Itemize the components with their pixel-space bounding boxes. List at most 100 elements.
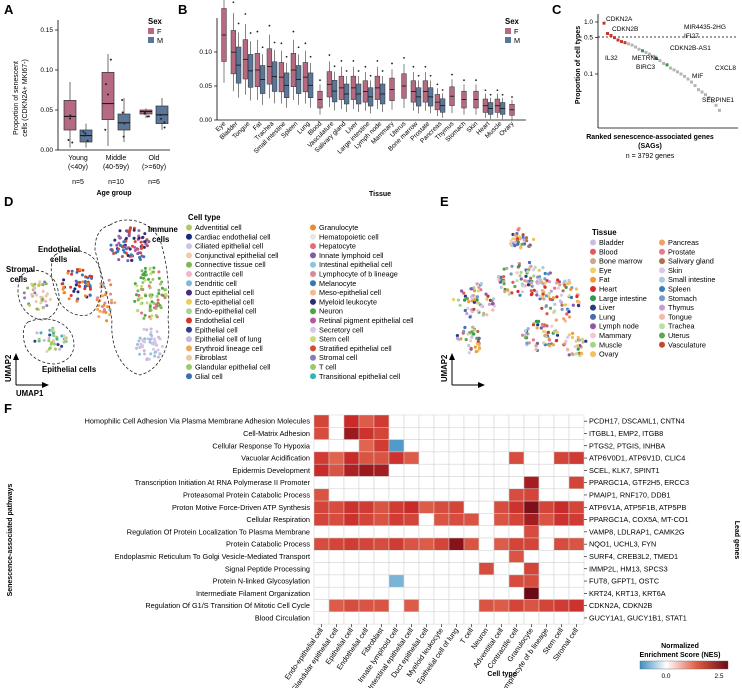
heatmap-cell [418, 427, 435, 440]
heatmap-cell [313, 574, 330, 588]
heatmap-cell [448, 488, 465, 502]
panel-e-legend-item: Mammary [599, 331, 632, 340]
heatmap-cell [568, 451, 585, 465]
panel-b-outlier [441, 89, 444, 91]
panel-letter-b: B [178, 2, 187, 17]
panel-d-cell-point [132, 236, 136, 240]
stromal-label: Stromal [6, 265, 35, 274]
panel-e-cell-point [578, 344, 582, 348]
panel-e-legend-item: Spleen [668, 285, 691, 294]
heatmap-cell [343, 599, 360, 613]
panel-e-cell-point [497, 278, 501, 282]
heatmap-cell [538, 525, 555, 539]
panel-d-cell-point [135, 284, 139, 288]
heatmap-cell [313, 451, 330, 465]
panel-e-cell-point [532, 237, 536, 241]
panel-d-cell-point [75, 281, 79, 284]
panel-e-cell-point [547, 295, 551, 299]
panel-c-gene-point [602, 21, 606, 25]
heatmap-cell [553, 525, 570, 539]
heatmap-cell [508, 427, 525, 440]
panel-b-legend-f-swatch [505, 28, 511, 34]
panel-a-group-n: n=6 [148, 179, 160, 186]
panel-e-cell-point [527, 260, 532, 265]
heatmap-cell [388, 537, 405, 551]
panel-d-cell-point [74, 283, 78, 287]
panel-d-cell-point [48, 298, 52, 301]
panel-d-legend-item: Conjunctival epithelial cell [195, 251, 279, 260]
panel-e-cell-point [463, 325, 467, 330]
heatmap-cell [313, 513, 330, 526]
heatmap-cell [553, 414, 570, 428]
panel-e-cell-point [531, 323, 536, 327]
panel-b-legend-title: Sex [505, 17, 520, 26]
panel-d-legend-item: Transitional epithelial cell [319, 372, 401, 381]
heatmap-cell [343, 451, 360, 465]
panel-e-cell-point [538, 294, 543, 298]
panel-d-cell-point [156, 348, 160, 352]
panel-d-cell-point [108, 308, 112, 312]
panel-b-outlier [292, 30, 295, 33]
heatmap-cell [538, 451, 555, 465]
heatmap-cell [508, 525, 525, 539]
heatmap-cell [538, 488, 555, 502]
heatmap-cell [463, 500, 480, 514]
panel-e-cell-point [511, 280, 515, 284]
panel-e-cell-point [480, 304, 484, 308]
panel-e-cell-point [541, 292, 545, 296]
panel-a-group-name: Middle [106, 155, 127, 162]
panel-d-cell-point [150, 342, 154, 346]
heatmap-cell [568, 562, 585, 576]
panel-e-cell-point [571, 331, 575, 335]
heatmap-cell [538, 562, 555, 576]
panel-d-cell-point [75, 299, 79, 303]
panel-b-outlier [357, 70, 360, 72]
panel-e-cell-point [491, 308, 495, 312]
panel-c-ylabel: Proportion of cell types [575, 26, 582, 104]
panel-e-cell-point [529, 289, 533, 293]
epithelial-cells-outline [22, 318, 75, 365]
panel-e-cell-point [580, 352, 584, 356]
panel-e-legend-swatch [590, 248, 596, 255]
heatmap-cell [328, 476, 345, 490]
panel-e-cell-point [532, 274, 536, 278]
panel-d-cell-point [151, 347, 155, 351]
heatmap-cell [508, 611, 525, 625]
panel-e-cell-point [462, 329, 466, 333]
pathway-label: Cellular Response To Hypoxia [212, 441, 311, 450]
panel-e-legend-item: Thymus [668, 303, 694, 312]
panel-d-umap: Immune cells Endothelial cells Stromal c… [4, 213, 414, 398]
panel-e-cell-point [563, 279, 567, 283]
panel-d-umap1-arrowhead [42, 382, 49, 388]
panel-e-cell-point [537, 268, 541, 272]
immune-label-2: cells [152, 235, 170, 244]
panel-d-cell-point [139, 302, 143, 306]
panel-d-cell-point [105, 319, 109, 323]
panel-e-cell-point [575, 294, 579, 299]
heatmap-cell [568, 439, 585, 453]
heatmap-cell [493, 427, 510, 440]
panel-e-cell-point [574, 287, 579, 291]
panel-d-cell-point [152, 301, 156, 305]
panel-d-cell-point [45, 292, 49, 296]
panel-d-cell-point [160, 286, 164, 290]
panel-d-cell-point [158, 337, 162, 341]
panel-d-cell-point [141, 344, 145, 348]
panel-e-cell-point [569, 295, 574, 300]
panel-e-legend-swatch [590, 267, 596, 274]
panel-c-gene-label: BIRC3 [636, 64, 656, 71]
panel-e-cell-point [555, 331, 560, 335]
heatmap-cell [343, 562, 360, 576]
panel-a-group-range: (>=60y) [142, 164, 166, 171]
panel-e-cell-point [519, 246, 523, 250]
panel-e-cell-point [556, 278, 560, 282]
panel-d-cell-point [116, 249, 120, 253]
panel-d-legend-swatch [310, 280, 316, 287]
lead-gene-label: NQO1, UCHL3, FYN [589, 540, 656, 549]
panel-e-cell-point [518, 274, 522, 278]
panel-d-legend-item: Melanocyte [319, 279, 356, 288]
panel-d-legend-swatch [310, 224, 316, 231]
panel-e-cell-point [459, 337, 463, 341]
panel-e-cell-point [547, 338, 552, 342]
heatmap-cell [418, 550, 435, 563]
